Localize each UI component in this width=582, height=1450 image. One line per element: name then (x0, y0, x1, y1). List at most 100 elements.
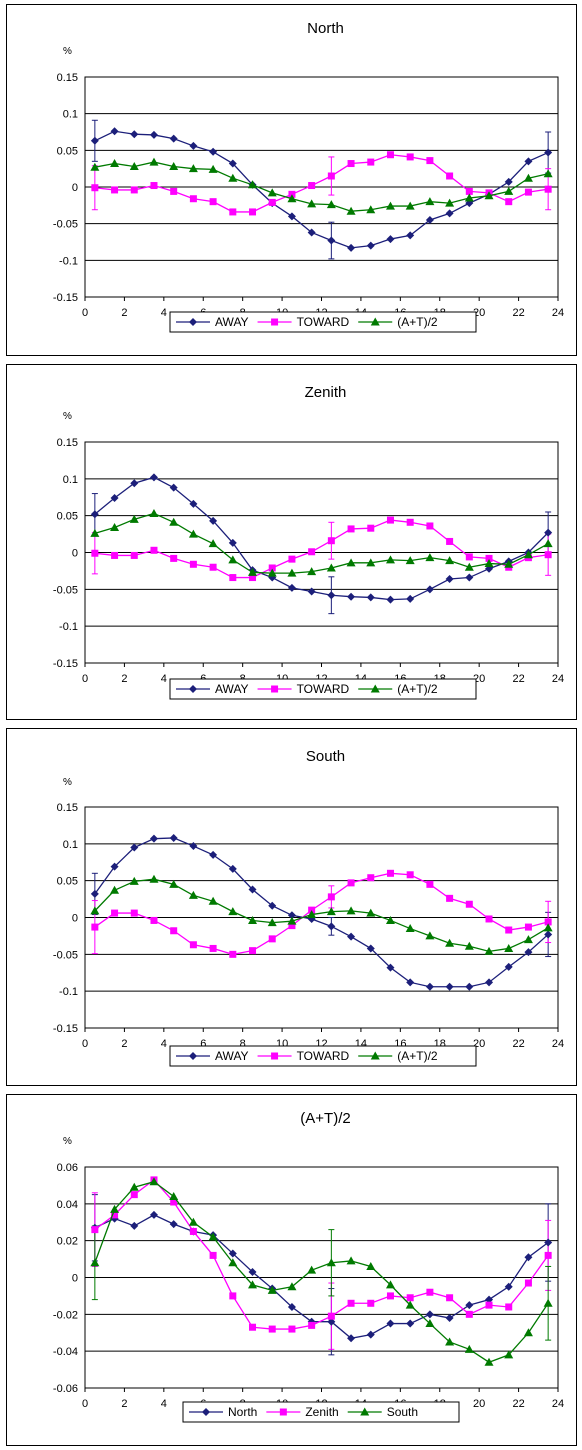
y-tick-label: -0.15 (53, 658, 78, 670)
legend: AWAY TOWARD (A+T)/2 (169, 678, 477, 700)
data-point (504, 1282, 513, 1291)
data-point (347, 879, 355, 887)
data-point (326, 1258, 336, 1267)
data-point (484, 559, 494, 568)
data-point (406, 871, 414, 879)
y-tick-label: 0 (72, 913, 78, 925)
data-point (445, 556, 455, 565)
x-tick-label: 0 (82, 307, 88, 319)
data-point (386, 963, 395, 972)
data-point (425, 197, 435, 206)
data-point (110, 1204, 120, 1213)
legend-label: TOWARD (297, 315, 350, 329)
data-point (209, 563, 217, 571)
legend-label: North (228, 1405, 257, 1419)
y-tick-label: 0.06 (57, 1162, 78, 1174)
y-tick-label: -0.04 (53, 1346, 78, 1358)
x-tick-label: 4 (161, 1398, 167, 1410)
data-point (445, 575, 454, 584)
data-point (149, 874, 159, 883)
data-point (149, 834, 158, 843)
chart-zenith: Zenith%-0.15-0.1-0.0500.050.10.150246810… (53, 384, 564, 700)
data-point (543, 1298, 553, 1307)
legend-label: AWAY (215, 1049, 249, 1063)
data-point (229, 950, 237, 958)
data-point (90, 528, 100, 537)
data-point (189, 195, 197, 203)
data-point (90, 1258, 100, 1267)
data-point (367, 524, 375, 532)
data-point (366, 558, 376, 567)
data-point (504, 943, 514, 952)
data-point (189, 499, 198, 508)
data-point (288, 555, 296, 563)
legend-label: (A+T)/2 (397, 682, 438, 696)
data-point (268, 573, 277, 582)
legend-marker (370, 1051, 380, 1060)
data-point (445, 198, 455, 207)
data-point (484, 191, 494, 200)
data-point (446, 894, 454, 902)
data-point (287, 194, 297, 203)
data-point (425, 1310, 434, 1319)
data-point (385, 201, 395, 210)
data-point (504, 186, 514, 195)
y-unit-label: % (63, 411, 72, 422)
data-point (110, 493, 119, 502)
data-point (130, 843, 139, 852)
data-point (327, 893, 335, 901)
x-tick-label: 2 (121, 1398, 127, 1410)
data-point (287, 911, 296, 920)
data-point (110, 885, 120, 894)
y-unit-label: % (63, 777, 72, 788)
data-point (209, 944, 217, 952)
data-point (111, 1211, 119, 1219)
legend-marker (271, 1052, 279, 1060)
data-point (149, 508, 159, 517)
data-point (326, 907, 336, 916)
legend-marker (279, 1408, 287, 1416)
data-point (149, 473, 158, 482)
data-point (307, 567, 317, 576)
data-point (287, 212, 296, 221)
data-point (485, 978, 494, 987)
x-tick-label: 22 (512, 1038, 524, 1050)
legend-marker (370, 317, 380, 326)
data-point (523, 1328, 533, 1337)
y-unit-label: % (63, 1136, 72, 1147)
y-tick-label: -0.1 (59, 255, 78, 267)
data-point (91, 184, 99, 192)
chart-north: North%-0.15-0.1-0.0500.050.10.1502468101… (53, 20, 564, 333)
data-point (366, 593, 375, 602)
data-point (327, 537, 335, 545)
data-point (406, 518, 414, 526)
data-point (327, 922, 336, 931)
legend-label: (A+T)/2 (397, 315, 438, 329)
data-point (130, 551, 138, 559)
data-point (367, 874, 375, 882)
data-point (366, 205, 376, 214)
data-point (425, 553, 435, 562)
data-point (386, 235, 395, 244)
data-point (367, 1299, 375, 1307)
data-point (386, 1319, 395, 1328)
data-point (405, 556, 415, 565)
data-point (307, 910, 317, 919)
data-point (228, 1258, 238, 1267)
data-point (248, 1280, 258, 1289)
data-point (425, 982, 434, 991)
data-point (544, 148, 553, 157)
legend-marker (360, 1407, 370, 1416)
data-point (189, 842, 198, 851)
data-point (544, 930, 553, 939)
data-point (268, 935, 276, 943)
series-line-2 (94, 512, 549, 574)
data-point (425, 931, 435, 940)
data-point (169, 161, 179, 170)
y-tick-label: 0.15 (57, 802, 78, 814)
data-point (129, 161, 139, 170)
data-point (366, 1261, 376, 1270)
x-tick-label: 24 (552, 307, 564, 319)
data-point (90, 510, 99, 519)
